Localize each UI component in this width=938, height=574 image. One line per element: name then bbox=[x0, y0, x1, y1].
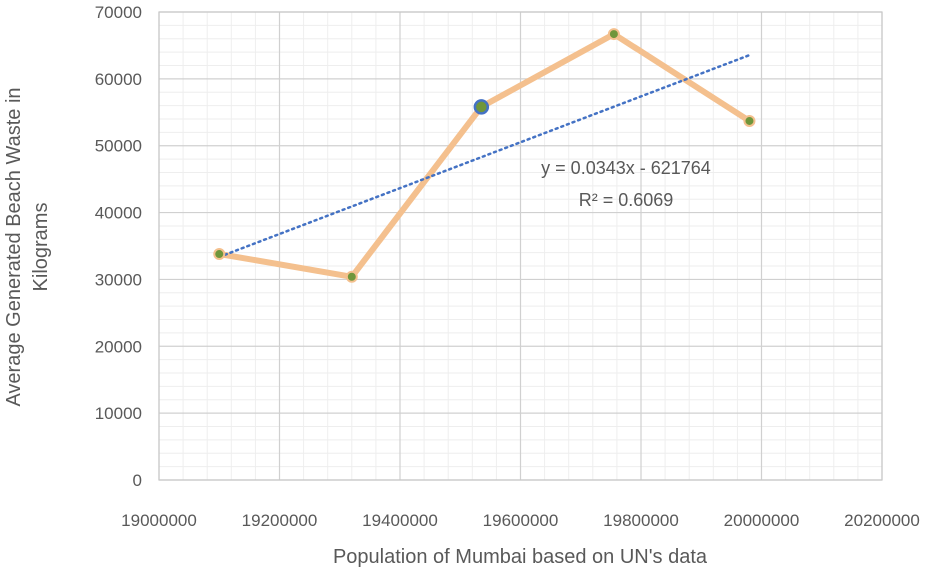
plot-area-border bbox=[158, 11, 883, 481]
x-tick-label: 19400000 bbox=[362, 511, 438, 530]
x-tick-label: 20200000 bbox=[844, 511, 920, 530]
y-tick-label: 30000 bbox=[95, 270, 142, 289]
y-tick-label: 70000 bbox=[95, 3, 142, 22]
x-axis-ticks: 19000000 19200000 19400000 19600000 19800000… bbox=[121, 511, 920, 530]
trendline-layer bbox=[218, 53, 751, 259]
trendline-equation: y = 0.0343x - 621764 bbox=[541, 158, 711, 178]
y-axis-title: Average Generated Beach Waste in Kilogra… bbox=[3, 87, 52, 406]
y-tick-label: 60000 bbox=[95, 70, 142, 89]
data-point bbox=[345, 270, 358, 283]
x-tick-label: 19800000 bbox=[603, 511, 679, 530]
marker-layer bbox=[213, 28, 756, 283]
y-axis-title-line-2: Kilograms bbox=[30, 203, 52, 292]
data-point bbox=[743, 114, 756, 127]
x-tick-label: 20000000 bbox=[724, 511, 800, 530]
y-tick-label: 40000 bbox=[95, 204, 142, 223]
data-point bbox=[607, 28, 620, 41]
y-tick-label: 0 bbox=[133, 471, 142, 490]
x-axis-title: Population of Mumbai based on UN's data bbox=[333, 546, 708, 568]
x-tick-label: 19600000 bbox=[483, 511, 559, 530]
y-tick-label: 10000 bbox=[95, 404, 142, 423]
data-point bbox=[213, 248, 226, 261]
data-point bbox=[473, 99, 490, 115]
y-axis-ticks: 0 10000 20000 30000 40000 50000 60000 70000 bbox=[95, 3, 142, 490]
y-tick-label: 20000 bbox=[95, 337, 142, 356]
y-tick-label: 50000 bbox=[95, 137, 142, 156]
trendline bbox=[218, 53, 751, 259]
plot-area-frame bbox=[158, 11, 883, 481]
x-tick-label: 19200000 bbox=[242, 511, 318, 530]
x-tick-label: 19000000 bbox=[121, 511, 197, 530]
trendline-r-squared: R² = 0.6069 bbox=[579, 190, 674, 210]
y-axis-title-line-1: Average Generated Beach Waste in bbox=[3, 87, 25, 406]
